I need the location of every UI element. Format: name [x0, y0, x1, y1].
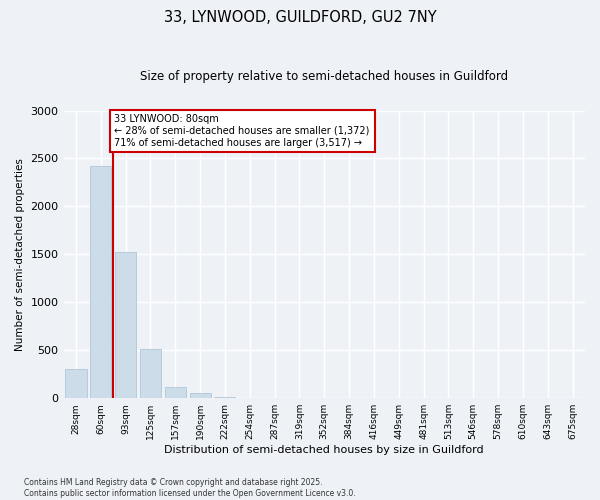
Bar — [115, 252, 136, 398]
Bar — [90, 166, 112, 398]
Text: 33, LYNWOOD, GUILDFORD, GU2 7NY: 33, LYNWOOD, GUILDFORD, GU2 7NY — [164, 10, 436, 25]
Bar — [140, 350, 161, 398]
Title: Size of property relative to semi-detached houses in Guildford: Size of property relative to semi-detach… — [140, 70, 508, 83]
X-axis label: Distribution of semi-detached houses by size in Guildford: Distribution of semi-detached houses by … — [164, 445, 484, 455]
Bar — [214, 397, 235, 398]
Y-axis label: Number of semi-detached properties: Number of semi-detached properties — [15, 158, 25, 351]
Text: 33 LYNWOOD: 80sqm
← 28% of semi-detached houses are smaller (1,372)
71% of semi-: 33 LYNWOOD: 80sqm ← 28% of semi-detached… — [115, 114, 370, 148]
Bar — [65, 370, 86, 398]
Bar — [190, 394, 211, 398]
Text: Contains HM Land Registry data © Crown copyright and database right 2025.
Contai: Contains HM Land Registry data © Crown c… — [24, 478, 356, 498]
Bar — [165, 386, 186, 398]
